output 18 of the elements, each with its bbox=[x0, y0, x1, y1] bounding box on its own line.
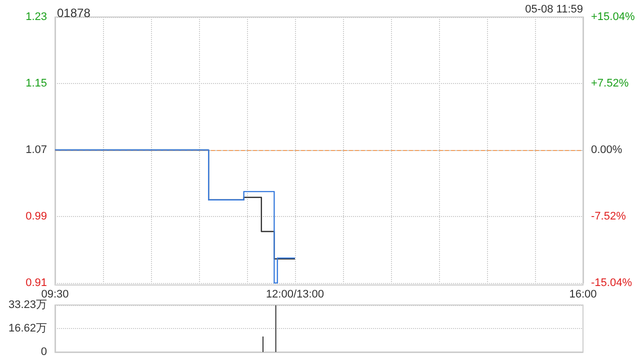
y-tick-label: 1.07 bbox=[26, 144, 47, 156]
x-tick-label: 12:00/13:00 bbox=[266, 288, 324, 300]
y-tick-label: 16.62万 bbox=[8, 322, 47, 334]
y2-tick-label: +7.52% bbox=[591, 78, 629, 90]
y-tick-label: 1.23 bbox=[26, 11, 47, 23]
y2-tick-label: -15.04% bbox=[591, 277, 632, 289]
y-tick-label: 0.99 bbox=[26, 210, 47, 222]
text: 05-08 11:59 bbox=[525, 4, 584, 16]
y2-tick-label: +15.04% bbox=[591, 11, 635, 23]
y-tick-label: 33.23万 bbox=[8, 299, 47, 311]
chart-title: 01878 bbox=[57, 6, 91, 20]
y-tick-label: 0 bbox=[40, 346, 47, 358]
x-tick-label: 09:30 bbox=[41, 288, 69, 300]
y2-tick-label: -7.52% bbox=[591, 210, 626, 222]
y-tick-label: 1.15 bbox=[26, 78, 47, 90]
y2-tick-label: 0.00% bbox=[591, 144, 622, 156]
y-tick-label: 0.91 bbox=[26, 277, 47, 289]
x-tick-label: 16:00 bbox=[569, 288, 597, 300]
